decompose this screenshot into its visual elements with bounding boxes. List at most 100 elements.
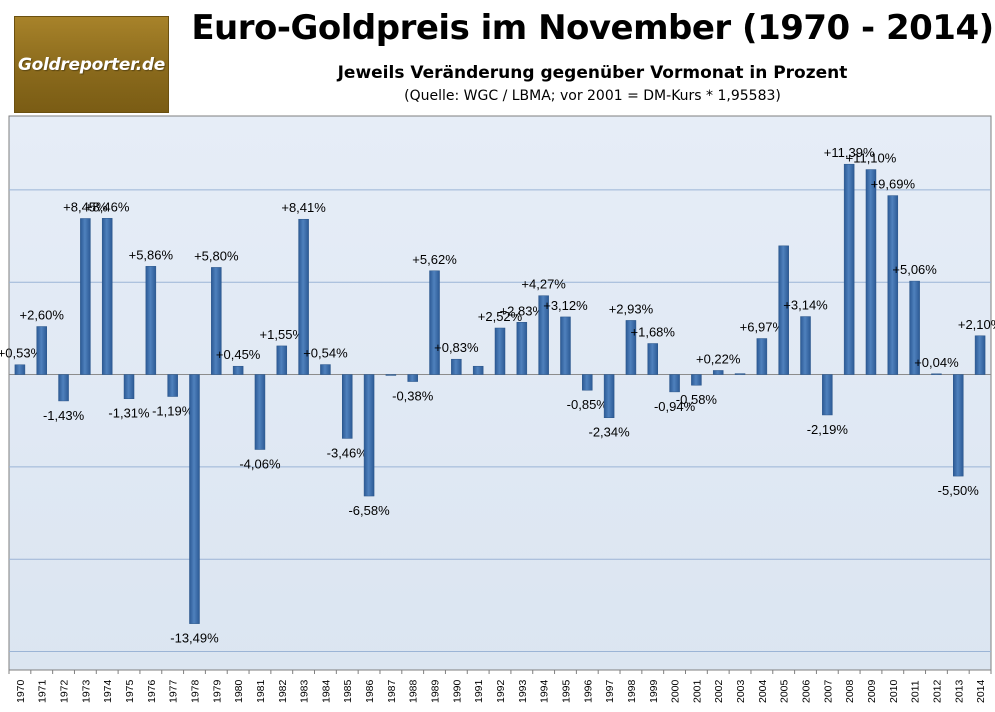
data-label-1972: -1,43% <box>43 408 85 423</box>
bar-1997 <box>603 374 615 418</box>
bar-2001 <box>691 374 702 386</box>
x-tick-label-2014: 2014 <box>975 679 987 703</box>
bar-1979 <box>211 267 222 375</box>
bar-1991 <box>472 365 484 375</box>
x-tick-label-2012: 2012 <box>931 679 943 703</box>
x-tick-label-1999: 1999 <box>648 679 660 703</box>
bar-2009 <box>865 169 877 375</box>
x-tick-label-1984: 1984 <box>320 679 332 703</box>
x-tick-label-1987: 1987 <box>386 679 398 703</box>
data-label-2008: +11,39% <box>824 145 875 160</box>
data-label-1998: +2,93% <box>609 301 654 316</box>
data-label-1980: +0,45% <box>216 347 261 362</box>
logo-text: Goldreporter.de <box>17 54 166 75</box>
data-label-1992: +2,52% <box>478 309 523 324</box>
bar-1974 <box>101 218 113 375</box>
bar-1982 <box>276 345 288 375</box>
bar-1976 <box>145 266 157 375</box>
x-tick-label-1997: 1997 <box>604 679 616 703</box>
bar-2013 <box>953 374 964 477</box>
x-tick-label-1991: 1991 <box>473 679 485 703</box>
bar-2003 <box>734 373 746 375</box>
data-label-2001: -0,58% <box>676 392 718 407</box>
data-label-1997: -2,34% <box>589 425 631 440</box>
bar-1989 <box>429 270 440 375</box>
bar-1972 <box>58 374 69 402</box>
chart-subtitle: Jeweils Veränderung gegenüber Vormonat i… <box>337 63 848 83</box>
bar-1998 <box>625 320 637 375</box>
x-tick-label-1976: 1976 <box>146 679 158 703</box>
data-label-1977: -1,19% <box>152 404 194 419</box>
data-label-1982: +1,55% <box>260 327 305 342</box>
chart-title: Euro-Goldpreis im November (1970 - 2014) <box>191 8 994 48</box>
data-label-1978: -13,49% <box>170 631 219 646</box>
bar-2014 <box>974 335 986 375</box>
x-tick-label-1975: 1975 <box>124 679 136 703</box>
data-label-1999: +1,68% <box>631 325 676 340</box>
bar-1973 <box>80 218 91 375</box>
bar-1992 <box>494 327 506 375</box>
x-tick-label-1986: 1986 <box>364 679 376 703</box>
data-label-1985: -3,46% <box>327 445 369 460</box>
data-label-1990: +0,83% <box>434 340 479 355</box>
x-tick-label-1971: 1971 <box>37 679 49 703</box>
data-label-1976: +5,86% <box>129 247 174 262</box>
bar-1984 <box>320 364 331 375</box>
data-label-1989: +5,62% <box>412 252 457 267</box>
bar-1987 <box>385 374 397 376</box>
bar-2006 <box>800 316 811 375</box>
bar-1970 <box>14 364 26 375</box>
data-label-2002: +0,22% <box>696 351 741 366</box>
x-tick-label-2001: 2001 <box>691 679 703 703</box>
x-tick-label-2009: 2009 <box>866 679 878 703</box>
x-tick-label-1993: 1993 <box>517 679 529 703</box>
data-label-2014: +2,10% <box>958 317 995 332</box>
data-label-1979: +5,80% <box>194 248 239 263</box>
bar-1971 <box>36 326 47 375</box>
bar-1994 <box>538 295 549 375</box>
x-tick-label-1979: 1979 <box>211 679 223 703</box>
x-tick-label-1974: 1974 <box>102 679 114 703</box>
x-tick-label-2004: 2004 <box>757 679 769 703</box>
bar-2007 <box>822 374 833 416</box>
logo: Goldreporter.de <box>14 16 169 113</box>
x-tick-label-2005: 2005 <box>779 679 791 703</box>
x-tick-label-1983: 1983 <box>299 679 311 703</box>
x-tick-label-1970: 1970 <box>15 679 27 703</box>
bar-2012 <box>931 373 942 375</box>
data-label-1988: -0,38% <box>392 389 434 404</box>
data-label-2007: -2,19% <box>807 422 849 437</box>
data-label-1986: -6,58% <box>348 503 390 518</box>
bar-1999 <box>647 343 659 375</box>
data-label-2006: +3,14% <box>783 298 828 313</box>
data-label-1994: +4,27% <box>521 277 566 292</box>
x-tick-label-2011: 2011 <box>910 680 922 703</box>
bar-1993 <box>516 322 528 375</box>
data-label-2004: +6,97% <box>740 320 785 335</box>
x-tick-label-1980: 1980 <box>233 679 245 703</box>
bar-2002 <box>712 370 724 375</box>
x-tick-label-2010: 2010 <box>888 679 900 703</box>
data-label-1993: +2,83% <box>500 303 545 318</box>
chart-source-note: (Quelle: WGC / LBMA; vor 2001 = DM-Kurs … <box>404 88 781 104</box>
data-label-1971: +2,60% <box>20 308 65 323</box>
data-label-2012: +0,04% <box>914 355 959 370</box>
x-tick-label-1994: 1994 <box>539 679 551 703</box>
data-label-2013: -5,50% <box>938 483 980 498</box>
x-tick-label-1982: 1982 <box>277 679 289 703</box>
x-tick-label-1996: 1996 <box>582 679 594 703</box>
x-tick-label-2000: 2000 <box>670 679 682 703</box>
plot-area <box>8 115 992 671</box>
bar-1980 <box>232 365 244 375</box>
x-tick-label-2008: 2008 <box>844 679 856 703</box>
bar-2004 <box>756 338 768 375</box>
bar-2005 <box>778 245 789 375</box>
bar-1978 <box>189 374 200 624</box>
data-label-1975: -1,31% <box>108 406 150 421</box>
bar-2000 <box>669 374 680 393</box>
bar-1996 <box>582 374 593 391</box>
bar-1988 <box>407 374 418 382</box>
data-label-2000: -0,94% <box>654 399 696 414</box>
x-tick-label-1988: 1988 <box>408 679 420 703</box>
